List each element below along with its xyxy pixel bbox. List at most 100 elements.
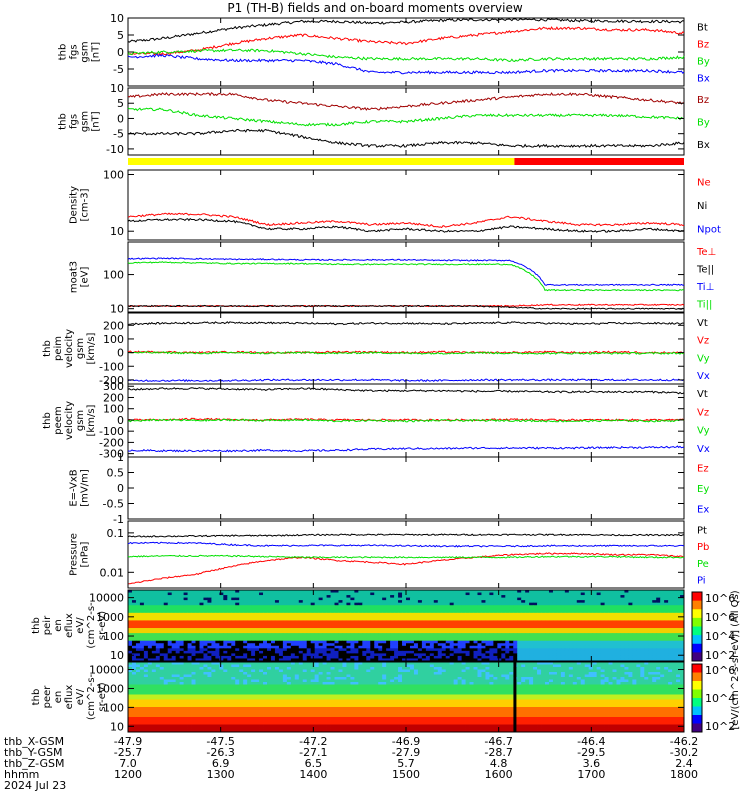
spectrogram-cell bbox=[580, 605, 586, 609]
spectrogram-cell bbox=[552, 669, 558, 673]
spectrogram-cell bbox=[370, 600, 375, 604]
spectrogram-cell bbox=[533, 667, 538, 670]
spectrogram-cell bbox=[501, 672, 506, 675]
spectrogram-cell bbox=[362, 628, 367, 631]
spectrogram-cell bbox=[346, 648, 351, 652]
spectrogram-cell bbox=[259, 607, 264, 611]
spectrogram-cell bbox=[259, 625, 264, 629]
spectrogram-cell bbox=[556, 590, 562, 593]
spectrogram-cell bbox=[219, 597, 224, 601]
spectrogram-cell bbox=[239, 667, 244, 670]
spectrogram-cell bbox=[394, 669, 399, 673]
spectrogram-cell bbox=[588, 617, 594, 621]
spectrogram-cell bbox=[509, 633, 514, 637]
spectrogram-cell bbox=[346, 630, 351, 634]
spectrogram-cell bbox=[314, 645, 320, 649]
spectrogram-cell bbox=[179, 610, 184, 614]
spectrogram-cell bbox=[648, 674, 653, 678]
spectrogram-cell bbox=[600, 625, 605, 629]
spectrogram-cell bbox=[227, 662, 232, 665]
spectrogram-cell bbox=[338, 643, 343, 647]
spectrogram-cell bbox=[143, 633, 149, 637]
spectrogram-cell bbox=[541, 674, 546, 678]
spectrogram-cell bbox=[433, 662, 439, 665]
spectrogram-cell bbox=[227, 612, 232, 616]
spectrogram-cell bbox=[517, 643, 522, 647]
spectrogram-cell bbox=[676, 600, 681, 604]
spectrogram-cell bbox=[290, 600, 296, 604]
spectrogram-cell bbox=[485, 640, 490, 644]
spectrogram-cell bbox=[179, 650, 184, 654]
spectrogram-cell bbox=[187, 597, 192, 601]
spectrogram-cell bbox=[620, 615, 625, 619]
spectrogram-cell bbox=[489, 669, 494, 673]
spectrogram-cell bbox=[429, 658, 435, 662]
spectrogram-cell bbox=[326, 655, 331, 659]
spectrogram-cell bbox=[203, 640, 208, 644]
spectrogram-cell bbox=[449, 650, 455, 654]
spectrogram-cell bbox=[548, 638, 554, 642]
spectrogram-cell bbox=[433, 643, 439, 647]
spectrogram-cell bbox=[465, 602, 470, 606]
spectrogram-cell bbox=[656, 625, 661, 629]
spectrogram-cell bbox=[259, 600, 264, 604]
spectrogram-cell bbox=[147, 622, 153, 626]
spectrogram-cell bbox=[318, 655, 323, 659]
spectrogram-cell bbox=[207, 672, 212, 675]
spectrogram-cell bbox=[596, 645, 601, 649]
spectrogram-cell bbox=[588, 628, 594, 631]
spectrogram-cell bbox=[151, 607, 157, 611]
spectrogram-cell bbox=[259, 615, 264, 619]
spectrogram-cell bbox=[421, 607, 427, 611]
spectrogram-cell bbox=[592, 638, 598, 642]
spectrogram-cell bbox=[267, 633, 272, 637]
spectrogram-cell bbox=[489, 590, 494, 593]
spectrogram-cell bbox=[409, 605, 415, 609]
spectrogram-cell bbox=[215, 638, 220, 642]
spectrogram-cell bbox=[139, 667, 145, 670]
spectrogram-cell bbox=[147, 630, 153, 634]
spectrogram-cell bbox=[338, 597, 343, 601]
spectrogram-cell bbox=[199, 672, 204, 675]
spectrogram-cell bbox=[624, 638, 629, 642]
spectrogram-cell bbox=[652, 590, 657, 593]
spectrogram-cell bbox=[648, 640, 653, 644]
spectrogram-cell bbox=[183, 674, 188, 678]
spectrogram-cell bbox=[465, 620, 470, 624]
spectrogram-cell bbox=[235, 658, 240, 662]
spectrogram-cell bbox=[382, 595, 387, 599]
spectrogram-cell bbox=[406, 617, 411, 621]
spectrogram-cell bbox=[556, 592, 562, 596]
spectrogram-cell bbox=[608, 674, 613, 678]
spectrogram-cell bbox=[235, 640, 240, 644]
spectrogram-cell bbox=[620, 590, 625, 593]
spectrogram-cell bbox=[596, 605, 601, 609]
spectrogram-cell bbox=[453, 674, 459, 678]
spectrogram-cell bbox=[270, 597, 276, 601]
spectrogram-cell bbox=[497, 617, 502, 621]
spectrogram-cell bbox=[334, 620, 339, 624]
spectrogram-cell bbox=[537, 667, 542, 670]
spectrogram-cell bbox=[457, 640, 462, 644]
spectrogram-cell bbox=[251, 605, 256, 609]
spectrogram-cell bbox=[298, 610, 304, 614]
spectrogram-cell bbox=[668, 662, 673, 665]
spectrogram-cell bbox=[314, 607, 320, 611]
spectrogram-cell bbox=[175, 610, 181, 614]
spectrogram-cell bbox=[243, 645, 248, 649]
spectrogram-cell bbox=[525, 612, 530, 616]
spectrogram-cell bbox=[255, 607, 260, 611]
spectrogram-cell bbox=[505, 610, 510, 614]
spectrogram-cell bbox=[191, 677, 196, 680]
spectrogram-cell bbox=[668, 628, 673, 631]
series-Vx-line bbox=[127, 445, 685, 453]
spectrogram-cell bbox=[286, 628, 292, 631]
spectrogram-cell bbox=[247, 622, 252, 626]
spectrogram-cell bbox=[358, 605, 363, 609]
spectrogram-cell bbox=[255, 638, 260, 642]
spectrogram-cell bbox=[255, 610, 260, 614]
spectrogram-cell bbox=[564, 625, 570, 629]
spectrogram-cell bbox=[620, 610, 625, 614]
spectrogram-cell bbox=[529, 672, 534, 675]
spectrogram-cell bbox=[294, 643, 300, 647]
